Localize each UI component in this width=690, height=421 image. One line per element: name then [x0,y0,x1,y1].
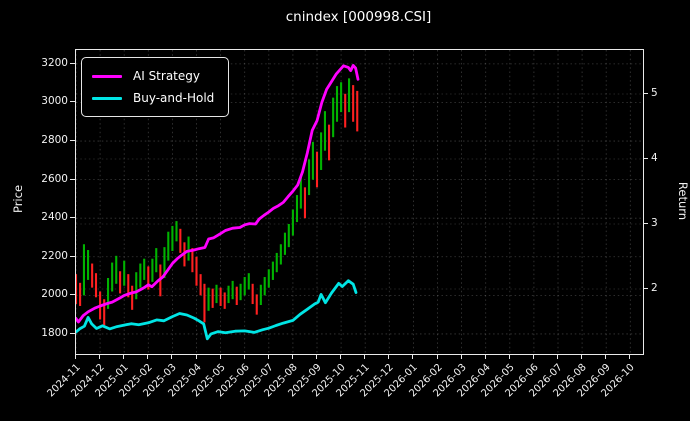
y-tick-price: 1800 [41,326,68,339]
buy-and-hold-line [76,279,358,341]
y-tickmark-right [643,92,648,94]
x-tickmark [243,354,245,359]
x-tickmark [267,354,269,359]
y-tick-return: 3 [651,216,658,229]
y-tickmark-right [643,157,648,159]
x-tickmark [581,354,583,359]
x-tickmark [147,354,149,359]
x-tickmark [460,354,462,359]
y-tick-price: 2600 [41,172,68,185]
buy-and-hold-line-swatch [92,96,122,100]
x-tickmark [629,354,631,359]
y-tick-price: 2400 [41,211,68,224]
legend-item-buy-and-hold: Buy-and-Hold [92,87,214,109]
y-tick-price: 3000 [41,95,68,108]
y-tickmark-left [70,140,75,142]
x-tickmark [219,354,221,359]
chart-canvas [76,50,643,354]
y-tickmark-left [70,62,75,64]
x-tickmark [99,354,101,359]
x-tickmark [508,354,510,359]
legend-label: Buy-and-Hold [133,91,215,105]
y-tick-price: 2000 [41,288,68,301]
y-tick-return: 5 [651,86,658,99]
y-tickmark-left [70,217,75,219]
x-tickmark [605,354,607,359]
y-tickmark-left [70,332,75,334]
x-tickmark [532,354,534,359]
x-tickmark [364,354,366,359]
x-tickmark [123,354,125,359]
x-tickmark [412,354,414,359]
legend-item-ai-strategy: AI Strategy [92,65,214,87]
x-tickmark [557,354,558,359]
x-tickmark [340,354,342,359]
y-tickmark-left [70,294,75,296]
x-tickmark [75,354,76,359]
ai-strategy-line [76,63,360,324]
y-tick-return: 2 [651,281,658,294]
y-tick-price: 3200 [41,56,68,69]
y-tickmark-right [643,222,648,224]
y-tickmark-left [70,255,75,257]
x-tickmark [291,354,293,359]
x-tickmark [171,354,173,359]
y-tick-price: 2200 [41,249,68,262]
y-tickmark-left [70,101,75,103]
x-tickmark [388,354,390,359]
y-tickmark-right [643,287,648,289]
chart-title: cnindex [000998.CSI] [285,9,432,25]
y-tickmark-left [70,178,75,180]
x-tickmark [484,354,486,359]
y-tick-price: 2800 [41,134,68,147]
x-tickmark [195,354,197,359]
y-tick-return: 4 [651,151,658,164]
ai-strategy-line-swatch [92,74,122,78]
chart-legend: AI Strategy Buy-and-Hold [81,57,230,117]
x-tickmark [316,354,317,359]
x-tickmark [436,354,438,359]
legend-label: AI Strategy [133,69,200,83]
